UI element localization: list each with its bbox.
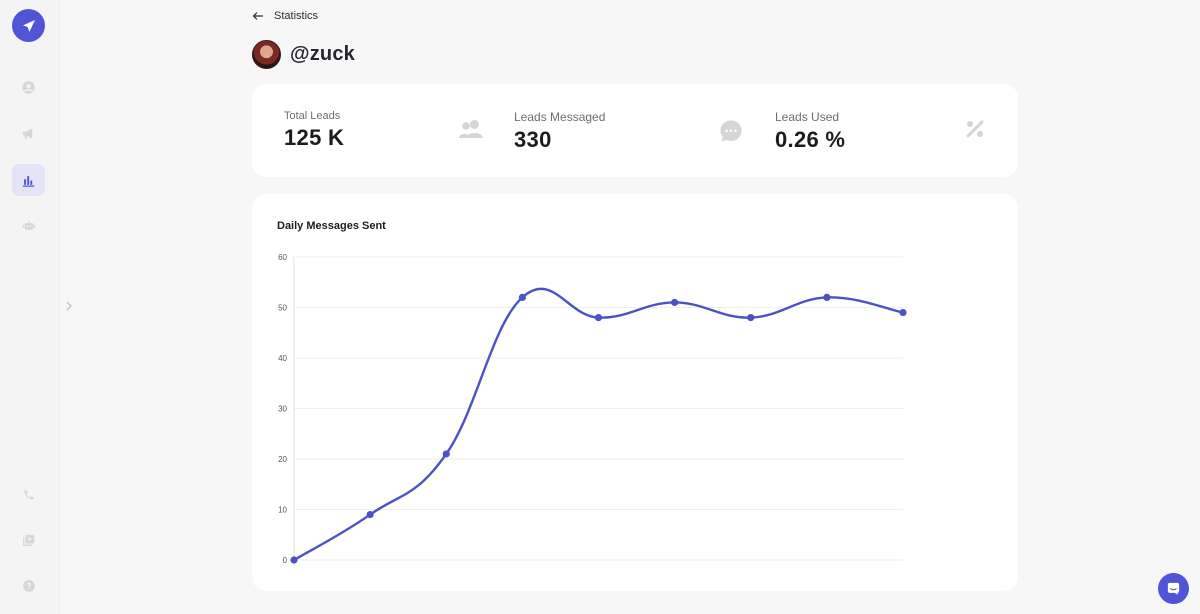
page-title: @zuck	[290, 42, 355, 65]
data-point	[518, 293, 526, 301]
data-point	[442, 450, 450, 458]
y-tick-label: 0	[283, 556, 288, 565]
data-point	[290, 556, 298, 564]
data-point	[671, 298, 679, 307]
sidebar	[0, 0, 60, 614]
sidebar-item-statistics[interactable]	[12, 164, 45, 196]
paper-plane-icon	[22, 19, 35, 32]
megaphone-icon	[22, 128, 33, 138]
stat-label: Leads Messaged	[514, 110, 606, 124]
arrow-left-icon	[252, 12, 263, 20]
stats-card: Total Leads 125 K Leads Messaged 330 Lea…	[252, 84, 1018, 177]
breadcrumb: Statistics	[252, 8, 318, 24]
sidebar-item-contact[interactable]	[12, 479, 45, 511]
percent-icon	[966, 120, 984, 138]
avatar	[252, 39, 281, 69]
profile-header: @zuck	[252, 39, 355, 69]
stat-leads-used: Leads Used 0.26 %	[775, 110, 845, 153]
stat-leads-messaged: Leads Messaged 330	[514, 110, 605, 153]
stat-total-leads: Total Leads 125 K	[284, 110, 344, 151]
data-point	[747, 314, 755, 322]
stat-value: 330	[514, 127, 552, 152]
stat-label: Total Leads	[284, 110, 341, 122]
app-logo-button[interactable]	[12, 9, 45, 42]
y-tick-label: 50	[278, 304, 287, 313]
data-point	[899, 308, 907, 317]
bar-chart-icon	[22, 175, 35, 187]
stat-icon-leads-messaged	[719, 119, 743, 143]
chart-title: Daily Messages Sent	[277, 220, 386, 232]
line-chart: 0 10 20 30 40 50 60	[278, 253, 907, 565]
phone-icon	[23, 490, 34, 500]
chat-bubble-icon	[720, 120, 742, 142]
stat-icon-total-leads	[458, 119, 484, 139]
stat-value: 0.26 %	[775, 127, 846, 152]
stat-label: Leads Used	[775, 110, 840, 124]
media-icon	[22, 534, 34, 546]
data-point	[366, 510, 374, 519]
sidebar-item-help[interactable]	[12, 570, 45, 602]
data-point	[823, 293, 831, 301]
sidebar-item-media[interactable]	[12, 524, 45, 556]
user-icon	[22, 80, 35, 94]
help-icon	[22, 580, 35, 592]
chat-icon	[1167, 582, 1180, 595]
sidebar-item-bots[interactable]	[12, 209, 45, 241]
data-point	[594, 314, 603, 322]
y-tick-label: 20	[278, 455, 287, 464]
back-button[interactable]	[252, 11, 264, 21]
series-line	[293, 287, 904, 562]
y-tick-label: 40	[278, 354, 287, 363]
users-icon	[459, 120, 483, 138]
chevron-right-icon	[66, 301, 72, 311]
robot-icon	[22, 220, 35, 230]
y-tick-label: 30	[278, 405, 287, 414]
y-tick-label: 60	[278, 253, 287, 262]
breadcrumb-label: Statistics	[274, 10, 319, 22]
stat-icon-leads-used	[965, 119, 985, 139]
y-tick-label: 10	[278, 506, 287, 515]
chart-card: Daily Messages Sent 0 10 20 30 40 50 60	[252, 194, 1018, 591]
sidebar-item-account[interactable]	[12, 71, 45, 103]
support-chat-button[interactable]	[1158, 573, 1189, 604]
stat-value: 125 K	[284, 125, 345, 150]
sidebar-expand-button[interactable]	[62, 298, 76, 314]
sidebar-item-campaigns[interactable]	[12, 117, 45, 149]
